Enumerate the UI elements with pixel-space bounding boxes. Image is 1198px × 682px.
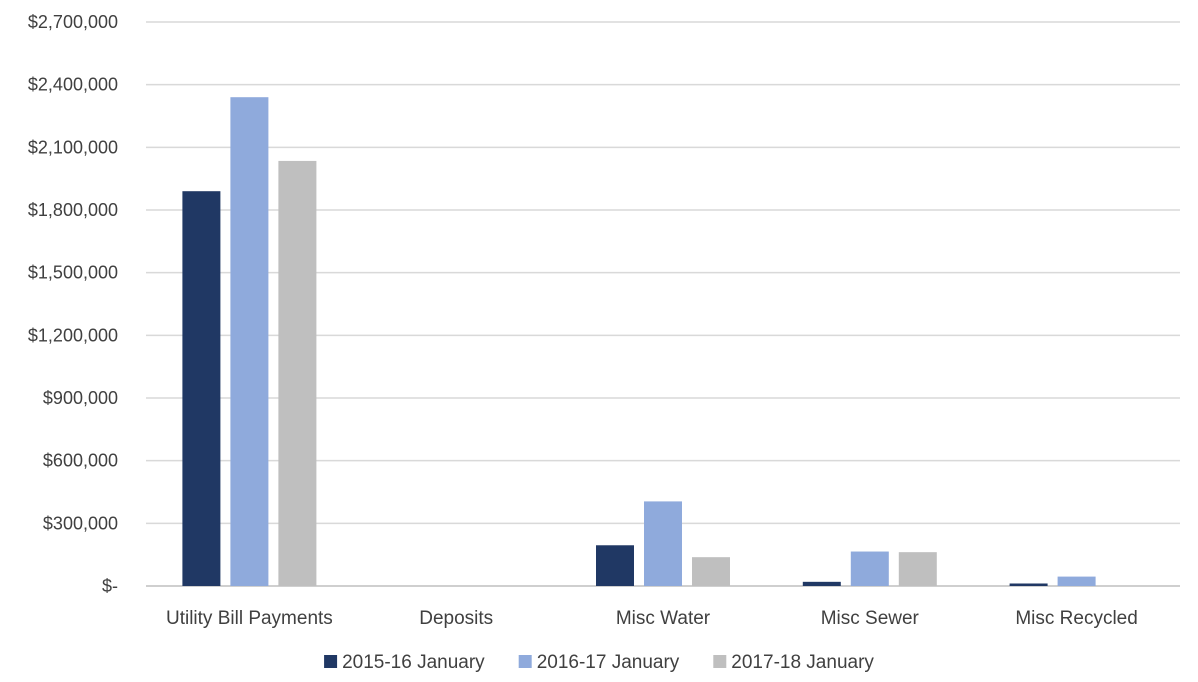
legend-item: 2016-17 January bbox=[518, 652, 680, 673]
legend-label: 2015-16 January bbox=[342, 652, 485, 673]
legend-label: 2016-17 January bbox=[537, 652, 680, 673]
bar-2017-18-january bbox=[898, 552, 937, 586]
x-category-label: Misc Sewer bbox=[821, 608, 920, 629]
y-tick-label: $1,200,000 bbox=[28, 325, 118, 345]
y-tick-label: $300,000 bbox=[43, 513, 118, 533]
legend-swatch bbox=[518, 655, 532, 668]
bar-2016-17-january bbox=[850, 551, 889, 586]
bar-2016-17-january bbox=[230, 97, 269, 586]
x-category-label: Misc Water bbox=[616, 608, 711, 629]
y-tick-label: $2,100,000 bbox=[28, 137, 118, 157]
y-axis-ticks: $- $300,000 $600,000 $900,000 $1,200,000 $1,5… bbox=[28, 12, 118, 596]
bar-2015-16-january bbox=[802, 581, 841, 586]
bars bbox=[182, 97, 1096, 586]
y-tick-label: $- bbox=[102, 576, 118, 596]
legend-item: 2017-18 January bbox=[713, 652, 874, 673]
y-tick-label: $2,400,000 bbox=[28, 75, 118, 95]
x-category-label: Misc Recycled bbox=[1015, 608, 1137, 629]
legend-label: 2017-18 January bbox=[731, 652, 874, 673]
bar-2017-18-january bbox=[692, 557, 730, 586]
bar-2015-16-january bbox=[182, 191, 221, 586]
y-tick-label: $900,000 bbox=[43, 388, 118, 408]
legend-swatch bbox=[324, 655, 338, 668]
y-tick-label: $1,500,000 bbox=[28, 263, 118, 283]
bar-2015-16-january bbox=[1009, 583, 1048, 586]
bar-2016-17-january bbox=[1057, 576, 1096, 586]
y-tick-label: $600,000 bbox=[43, 451, 118, 471]
y-tick-label: $2,700,000 bbox=[28, 12, 118, 32]
legend-swatch bbox=[713, 655, 727, 668]
bar-2017-18-january bbox=[278, 160, 317, 586]
gridlines bbox=[146, 21, 1180, 587]
x-category-label: Utility Bill Payments bbox=[166, 608, 333, 629]
x-axis-categories: Utility Bill Payments Deposits Misc Water M… bbox=[166, 608, 1138, 629]
bar-2015-16-january bbox=[596, 545, 634, 586]
x-category-label: Deposits bbox=[419, 608, 493, 629]
y-tick-label: $1,800,000 bbox=[28, 200, 118, 220]
legend-item: 2015-16 January bbox=[324, 652, 485, 673]
bar-2016-17-january bbox=[644, 501, 682, 586]
legend: 2015-16 January 2016-17 January 2017-18 Ja… bbox=[324, 652, 874, 673]
